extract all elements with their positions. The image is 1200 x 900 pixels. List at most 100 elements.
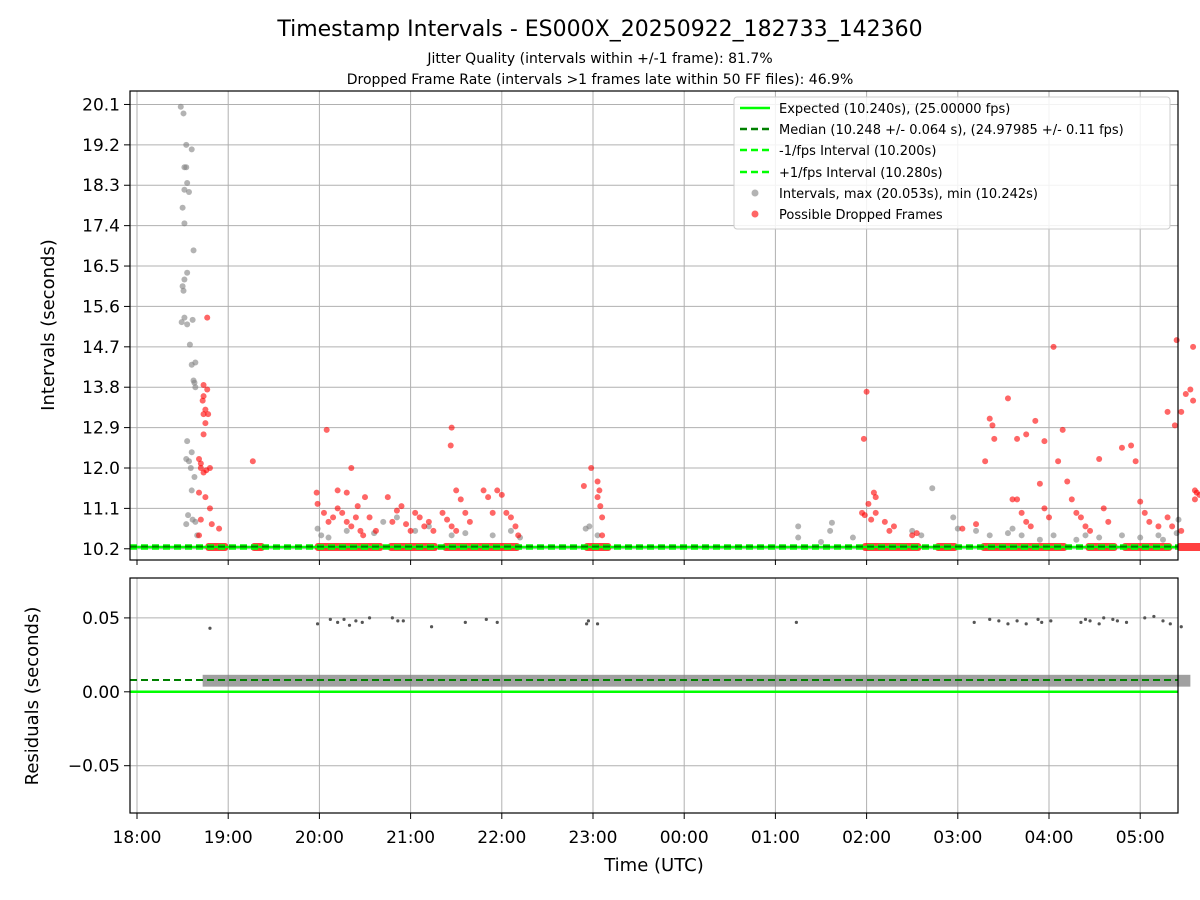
dropped-frame-point	[480, 487, 487, 494]
interval-point	[827, 527, 834, 534]
dropped-frame-point	[314, 500, 321, 507]
dropped-frame-point	[1178, 408, 1185, 415]
figure-title: Timestamp Intervals - ES000X_20250922_18…	[276, 17, 922, 42]
interval-point	[425, 523, 432, 530]
residuals-y-ticks: −0.05 0.00 0.05	[68, 609, 130, 777]
residual-outlier-point	[354, 619, 358, 623]
legend-intervals-label: Intervals, max (20.053s), min (10.242s)	[779, 187, 1038, 202]
interval-point	[380, 518, 387, 525]
dropped-frame-point	[348, 523, 355, 530]
dropped-frame-point	[1027, 523, 1034, 530]
dropped-frame-point	[1055, 458, 1062, 465]
residual-outlier-point	[401, 619, 405, 623]
residual-outlier-point	[336, 620, 340, 624]
dropped-frame-point	[343, 518, 350, 525]
interval-point	[177, 103, 184, 110]
residual-outlier-point	[1088, 619, 1092, 623]
interval-point	[462, 530, 469, 537]
interval-point	[181, 220, 188, 227]
interval-point	[183, 521, 190, 528]
dropped-frame-point	[425, 518, 432, 525]
interval-point	[184, 438, 191, 445]
interval-point	[183, 141, 190, 148]
interval-point	[393, 514, 400, 521]
residuals-y-tick-label: −0.05	[68, 757, 120, 777]
residual-outlier-point	[1102, 616, 1106, 620]
dropped-frame-point	[1100, 505, 1107, 512]
interval-point	[325, 534, 332, 541]
residuals-plot-frame	[129, 577, 1179, 814]
dropped-frame-point	[599, 532, 606, 539]
dropped-frame-point	[588, 464, 595, 471]
dropped-frame-point	[1041, 505, 1048, 512]
dropped-frame-point	[1155, 523, 1162, 530]
dropped-frame-point	[403, 521, 410, 528]
dropped-frame-point	[216, 525, 223, 532]
dropped-frame-point	[1023, 431, 1030, 438]
dropped-frame-point	[1132, 458, 1139, 465]
dropped-frame-point	[466, 518, 473, 525]
interval-point	[954, 525, 961, 532]
dropped-frame-point	[1171, 422, 1178, 429]
dropped-frame-point	[872, 509, 879, 516]
dropped-frame-point	[457, 496, 464, 503]
dropped-frame-point	[202, 420, 209, 427]
interval-point	[1050, 532, 1057, 539]
dropped-frame-point	[196, 456, 203, 463]
interval-point	[188, 449, 195, 456]
residual-outlier-point	[396, 619, 400, 623]
interval-point	[181, 314, 188, 321]
interval-point	[1036, 536, 1043, 543]
interval-point	[191, 473, 198, 480]
dropped-frame-point	[205, 411, 212, 418]
dropped-frame-point	[334, 487, 341, 494]
interval-point	[507, 527, 514, 534]
interval-point	[818, 539, 824, 546]
x-axis-label: Time (UTC)	[603, 855, 704, 876]
dropped-frame-point	[861, 512, 868, 519]
dropped-frame-point	[354, 503, 361, 510]
interval-point	[412, 527, 419, 534]
dropped-frame-point	[1164, 408, 1171, 415]
interval-point	[181, 186, 188, 193]
figure-subtitle-dropped: Dropped Frame Rate (intervals >1 frames …	[347, 72, 854, 88]
dropped-frame-point	[1105, 518, 1112, 525]
dropped-frame-point	[197, 516, 204, 523]
dropped-frame-point	[196, 489, 203, 496]
intervals-panel: 10.2 11.1 12.0 12.9 13.8 14.7 15.6 16.5 17.4 18.3…	[38, 90, 1200, 565]
interval-point	[950, 514, 957, 521]
intervals-y-tick-label: 19.2	[82, 136, 120, 156]
interval-point	[973, 527, 980, 534]
dropped-frame-point	[863, 388, 870, 395]
dropped-frames-baseline-band	[1176, 542, 1200, 551]
residual-outlier-point	[1168, 622, 1172, 626]
residual-outlier-point	[1124, 620, 1129, 624]
residual-outlier-point	[342, 617, 346, 621]
dropped-frame-point	[494, 487, 501, 494]
residuals-grid	[130, 578, 1178, 813]
dropped-frame-point	[959, 525, 966, 532]
interval-point	[185, 188, 192, 195]
dropped-frame-point	[860, 435, 867, 442]
dropped-frame-point	[489, 509, 496, 516]
intervals-y-tick-label: 10.2	[82, 540, 120, 560]
intervals-y-tick-label: 20.1	[82, 95, 120, 115]
dropped-frame-point	[444, 516, 451, 523]
dropped-frame-point	[320, 509, 327, 516]
dropped-frame-point	[1173, 337, 1180, 344]
dropped-frame-point	[366, 514, 373, 521]
interval-point	[186, 341, 193, 348]
dropped-frame-point	[1064, 478, 1071, 485]
dropped-frame-point	[1046, 514, 1052, 521]
residual-outlier-point	[328, 617, 332, 621]
dropped-frame-point	[196, 532, 203, 539]
interval-point	[185, 512, 192, 519]
dropped-frame-point	[208, 521, 215, 528]
residual-outlier-point	[360, 620, 364, 624]
interval-point	[188, 146, 195, 153]
intervals-y-axis-label: Intervals (seconds)	[38, 239, 59, 411]
dropped-frame-point	[1137, 498, 1144, 505]
dropped-frame-point	[430, 527, 437, 534]
interval-point	[909, 527, 916, 534]
legend-plus-fps-label: +1/fps Interval (10.280s)	[779, 166, 943, 181]
